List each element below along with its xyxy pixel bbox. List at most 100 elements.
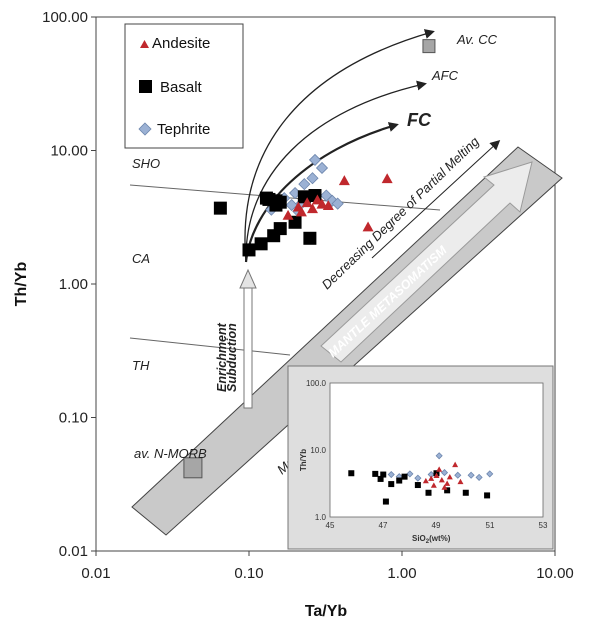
data-point-andesite (282, 209, 294, 220)
data-point-tephrite (285, 199, 298, 212)
inset-point-basalt (348, 470, 355, 477)
curve-to-cc (244, 29, 435, 263)
inset-point-andesite (457, 478, 464, 485)
data-point-andesite (338, 175, 350, 186)
data-point-andesite (295, 206, 307, 217)
data-point-tephrite (331, 197, 344, 210)
inset-point-basalt (401, 473, 408, 480)
inset-point-andesite (438, 477, 445, 483)
label-enrichment: Enrichment (215, 322, 229, 392)
x-tick-label: 0.10 (234, 565, 263, 582)
inset-point-basalt (462, 489, 469, 496)
ref-n-morb-marker (183, 457, 203, 479)
inset-x-tick-2: 49 (432, 521, 441, 530)
inset-point-andesite (444, 480, 451, 486)
inset-y-tick-1: 10.0 (310, 446, 326, 455)
inset-point-basalt (484, 492, 491, 499)
inset-point-basalt (382, 498, 389, 505)
x-axis-label: Ta/Yb (305, 603, 348, 620)
x-tick-label: 0.01 (81, 565, 110, 582)
data-point-andesite (301, 197, 313, 208)
data-point-basalt (213, 201, 227, 215)
inset-x-label-sub: 2 (426, 539, 430, 545)
main-axis-ticks: 0.01 0.10 1.00 10.00 0.01 0.10 1.00 10.00 100.00 (42, 9, 574, 582)
inset-point-tephrite (414, 474, 422, 482)
legend-basalt-label: Basalt (160, 79, 203, 96)
inset-point-basalt (444, 487, 451, 494)
y-tick-label: 10.00 (50, 143, 88, 160)
data-point-basalt (303, 231, 317, 245)
inset-point-andesite (436, 466, 443, 472)
ca-th-divider (129, 337, 291, 356)
label-th: TH (132, 358, 150, 373)
data-point-basalt (273, 222, 287, 236)
main-data-points (213, 153, 393, 257)
subduction-arrow-shaft (243, 285, 253, 409)
inset-point-tephrite (435, 452, 443, 460)
inset-y-tick-0: 1.0 (315, 513, 327, 522)
inset-point-andesite (430, 482, 437, 488)
inset-point-tephrite (475, 473, 483, 481)
y-tick-label: 100.00 (42, 9, 88, 26)
inset-point-basalt (380, 471, 387, 478)
inset-point-andesite (441, 484, 448, 490)
inset-x-tick-3: 51 (486, 521, 495, 530)
ref-cc-marker (422, 39, 436, 54)
inset-y-tick-2: 100.0 (306, 379, 327, 388)
inset-point-basalt (388, 481, 395, 488)
data-point-andesite (362, 221, 374, 232)
y-tick-label: 0.01 (59, 543, 88, 560)
inset-y-label: Th/Yb (299, 449, 308, 471)
y-tick-label: 0.10 (59, 410, 88, 427)
inset-point-tephrite (440, 469, 449, 477)
y-tick-label: 1.00 (59, 276, 88, 293)
inset-x-label: SiO2(wt%) (412, 534, 451, 545)
subduction-arrow (239, 268, 257, 409)
inset-point-basalt (372, 470, 379, 477)
inset-x-tick-4: 53 (539, 521, 548, 530)
mantle-array-arrow (320, 161, 533, 363)
inset-point-tephrite (406, 470, 414, 478)
label-fc: FC (407, 110, 432, 130)
legend-tephrite-marker (138, 122, 152, 136)
inset-point-andesite (433, 472, 440, 478)
inset-point-tephrite (467, 471, 475, 479)
inset-x-tick-0: 45 (326, 521, 335, 530)
inset-x-tick-1: 47 (379, 521, 388, 530)
legend-andesite-label: Andesite (152, 35, 210, 52)
x-tick-label: 10.00 (536, 565, 574, 582)
data-point-tephrite (298, 178, 311, 191)
inset-point-basalt (396, 477, 403, 484)
inset-chart: 1.0 10.0 100.0 45 47 49 51 53 SiO2(wt%) … (287, 365, 554, 550)
inset-point-andesite (428, 475, 435, 481)
data-point-andesite (316, 198, 328, 209)
data-point-tephrite (306, 172, 319, 185)
data-point-tephrite (308, 153, 322, 166)
inset-point-tephrite (387, 470, 395, 479)
data-point-tephrite (315, 161, 329, 175)
inset-data-points (348, 452, 494, 505)
data-point-basalt (254, 237, 268, 251)
inset-point-basalt (414, 482, 421, 489)
data-point-basalt (242, 243, 256, 257)
inset-point-andesite (422, 477, 429, 484)
inset-point-tephrite (486, 470, 494, 478)
x-tick-label: 1.00 (387, 565, 416, 582)
mantle-array (131, 146, 563, 536)
label-sho: SHO (132, 156, 160, 171)
inset-point-andesite (452, 461, 459, 468)
data-point-andesite (322, 200, 334, 211)
subduction-arrow-head (239, 268, 257, 289)
inset-point-basalt (377, 475, 384, 482)
legend: Andesite Basalt Tephrite (124, 23, 244, 149)
curve-fc (244, 122, 399, 263)
data-point-andesite (306, 203, 318, 214)
label-afc: AFC (431, 68, 459, 83)
inset-plot-frame (329, 382, 544, 518)
partial-melting-arrow (371, 139, 501, 259)
inset-point-tephrite (454, 471, 462, 479)
curve-afc (245, 80, 427, 263)
legend-tephrite-label: Tephrite (157, 121, 210, 138)
label-av-n-morb: av. N-MORB (134, 446, 207, 461)
